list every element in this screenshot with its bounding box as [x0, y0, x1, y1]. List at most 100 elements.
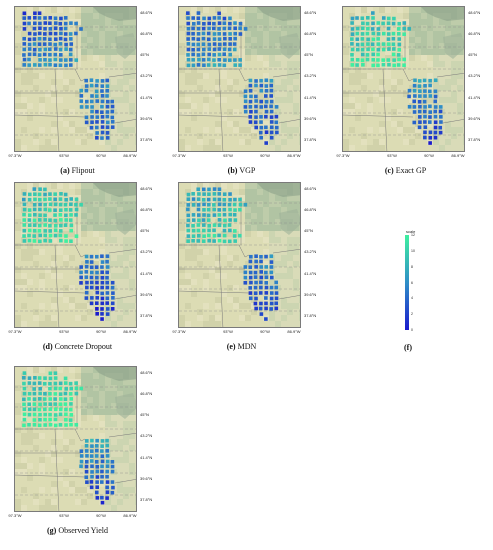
county-yield-marker — [386, 58, 391, 62]
latitude-label: 45°N — [140, 412, 149, 417]
county-yield-marker — [259, 285, 263, 290]
county-yield-marker — [217, 192, 222, 196]
county-yield-marker — [274, 296, 279, 301]
county-yield-marker — [207, 21, 211, 26]
county-yield-marker — [43, 207, 48, 212]
county-yield-marker — [248, 270, 253, 275]
county-yield-marker — [89, 78, 94, 83]
county-yield-marker — [48, 202, 53, 207]
county-yield-marker — [74, 391, 79, 396]
county-yield-marker — [68, 63, 73, 67]
county-yield-marker — [360, 26, 365, 31]
county-yield-marker — [269, 99, 274, 104]
county-yield-marker — [100, 317, 104, 321]
county-yield-marker — [207, 57, 211, 62]
county-yield-marker — [33, 16, 37, 20]
county-yield-marker — [63, 21, 68, 26]
county-yield-marker — [105, 259, 109, 264]
county-yield-marker — [38, 391, 42, 396]
county-yield-marker — [48, 21, 52, 26]
county-yield-marker — [365, 31, 370, 36]
county-yield-marker — [63, 26, 68, 31]
county-yield-marker — [22, 412, 27, 417]
county-yield-marker — [259, 115, 263, 119]
county-yield-marker — [110, 480, 115, 484]
county-yield-marker — [69, 413, 74, 417]
county-yield-marker — [206, 213, 211, 218]
county-yield-marker — [264, 114, 268, 119]
county-yield-marker — [355, 58, 360, 62]
county-yield-marker — [95, 464, 100, 469]
county-yield-marker — [105, 275, 109, 280]
county-yield-marker — [412, 83, 417, 88]
county-yield-marker — [37, 423, 42, 428]
county-yield-marker — [110, 109, 115, 114]
county-yield-marker — [264, 291, 269, 295]
county-yield-marker — [110, 120, 115, 124]
county-yield-marker — [38, 239, 42, 244]
county-yield-marker — [360, 37, 365, 41]
county-yield-marker — [64, 239, 68, 243]
county-yield-marker — [428, 130, 433, 135]
county-yield-marker — [53, 37, 58, 41]
county-yield-marker — [95, 79, 99, 83]
county-yield-marker — [232, 42, 237, 46]
county-yield-marker — [243, 270, 248, 275]
county-yield-marker — [249, 254, 253, 259]
county-yield-marker — [269, 296, 274, 301]
county-yield-marker — [32, 402, 37, 406]
county-yield-marker — [391, 42, 396, 47]
county-yield-marker — [228, 32, 232, 36]
county-yield-marker — [412, 88, 417, 93]
county-yield-marker — [232, 202, 237, 207]
county-yield-marker — [396, 63, 401, 67]
county-yield-marker — [196, 207, 201, 212]
county-yield-marker — [391, 52, 396, 57]
county-yield-marker — [48, 37, 52, 42]
terrain-map — [343, 7, 464, 151]
county-yield-marker — [110, 307, 115, 311]
county-yield-marker — [22, 223, 27, 227]
caption-text: Flipout — [69, 166, 95, 175]
caption-colorbar-panel: (f) — [404, 343, 412, 352]
county-yield-marker — [79, 88, 84, 93]
county-yield-marker — [217, 218, 222, 222]
county-yield-marker — [258, 306, 263, 311]
county-yield-marker — [274, 301, 279, 306]
latitude-label: 41.4°N — [304, 95, 317, 100]
county-yield-marker — [196, 223, 201, 227]
county-yield-marker — [27, 16, 32, 20]
county-yield-marker — [253, 301, 258, 306]
county-yield-marker — [84, 88, 89, 93]
longitude-label: 86.9°W — [287, 329, 301, 334]
county-yield-marker — [438, 105, 443, 109]
county-yield-marker — [207, 202, 211, 207]
county-yield-marker — [264, 285, 269, 290]
county-yield-marker — [48, 381, 52, 386]
county-yield-marker — [228, 16, 232, 21]
county-yield-marker — [32, 187, 37, 191]
county-yield-marker — [105, 125, 110, 130]
colorbar-tick-label: 8 — [411, 264, 413, 269]
county-yield-marker — [412, 105, 417, 109]
county-yield-marker — [90, 470, 94, 474]
county-yield-marker — [376, 27, 381, 31]
county-yield-marker — [105, 254, 110, 259]
county-yield-marker — [238, 58, 242, 62]
county-yield-marker — [254, 109, 258, 114]
county-yield-marker — [43, 376, 47, 380]
county-yield-marker — [191, 16, 195, 20]
county-yield-marker — [90, 109, 94, 114]
county-yield-marker — [90, 105, 94, 109]
county-yield-marker — [186, 197, 191, 202]
county-yield-marker — [27, 197, 32, 202]
latitude-label: 37.8°N — [304, 313, 317, 318]
county-yield-marker — [233, 218, 238, 222]
county-yield-marker — [422, 78, 427, 83]
county-yield-marker — [27, 402, 31, 407]
county-yield-marker — [207, 238, 211, 243]
county-yield-marker — [264, 94, 268, 98]
county-yield-marker — [22, 218, 27, 222]
county-yield-marker — [100, 270, 104, 275]
county-yield-marker — [206, 207, 211, 212]
